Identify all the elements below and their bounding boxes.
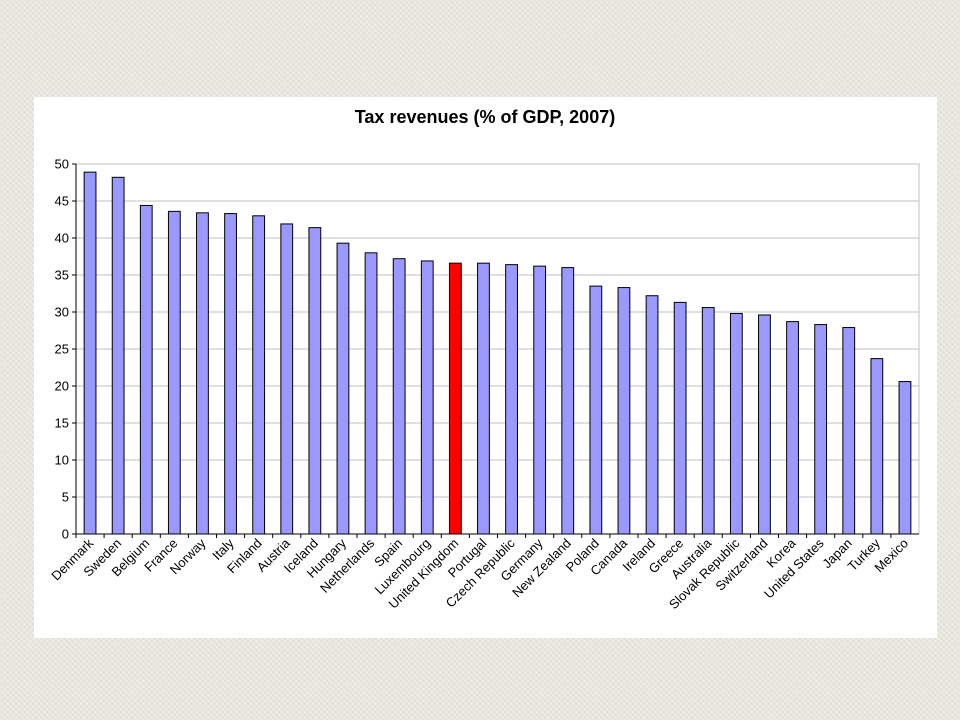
bar-turkey <box>870 358 884 535</box>
bar-slovak-republic <box>729 312 743 535</box>
y-tick-label: 20 <box>55 379 69 394</box>
bar-luxembourg <box>420 260 434 535</box>
bar-greece <box>673 301 687 535</box>
bar-france <box>167 210 181 535</box>
bar-denmark <box>83 171 97 535</box>
bar-finland <box>252 215 266 535</box>
y-tick-label: 45 <box>55 194 69 209</box>
bar-hungary <box>336 242 350 535</box>
y-tick-label: 5 <box>62 490 69 505</box>
bar-mexico <box>898 381 912 535</box>
y-tick-label: 35 <box>55 268 69 283</box>
bar-czech-republic <box>505 264 518 535</box>
bar-norway <box>196 212 209 535</box>
bar-poland <box>589 285 603 535</box>
bar-new-zealand <box>561 267 575 535</box>
y-tick-label: 15 <box>55 416 69 431</box>
bar-switzerland <box>758 314 771 535</box>
chart-title: Tax revenues (% of GDP, 2007) <box>355 107 615 127</box>
bar-spain <box>392 258 406 535</box>
bar-italy <box>224 213 237 535</box>
y-tick-label: 25 <box>55 342 69 357</box>
bar-iceland <box>308 227 322 535</box>
y-tick-label: 40 <box>55 231 69 246</box>
y-tick-label: 0 <box>62 527 69 542</box>
chart-panel: Tax revenues (% of GDP, 2007) 0 5 10 15 20 25… <box>34 97 937 638</box>
y-tick-label: 50 <box>55 157 69 172</box>
bar-united-states <box>814 324 828 535</box>
bar-japan <box>842 327 856 535</box>
bar-austria <box>280 223 294 535</box>
bar-germany <box>533 265 547 535</box>
bars <box>83 171 912 535</box>
bar-portugal <box>477 262 490 535</box>
bar-sweden <box>111 176 125 535</box>
bar-belgium <box>139 204 153 535</box>
bar-ireland <box>645 295 659 535</box>
bar-netherlands <box>364 252 378 535</box>
axes <box>72 163 920 538</box>
y-tick-label: 10 <box>55 453 69 468</box>
y-tick-label: 30 <box>55 305 69 320</box>
bar-chart: Tax revenues (% of GDP, 2007) 0 5 10 15 20 25… <box>48 107 920 612</box>
bar-canada <box>617 287 631 535</box>
y-tick-labels: 0 5 10 15 20 25 30 35 40 45 50 <box>55 157 69 542</box>
bar-australia <box>701 307 715 535</box>
bar-korea <box>786 321 799 535</box>
bar-united-kingdom <box>448 262 462 535</box>
